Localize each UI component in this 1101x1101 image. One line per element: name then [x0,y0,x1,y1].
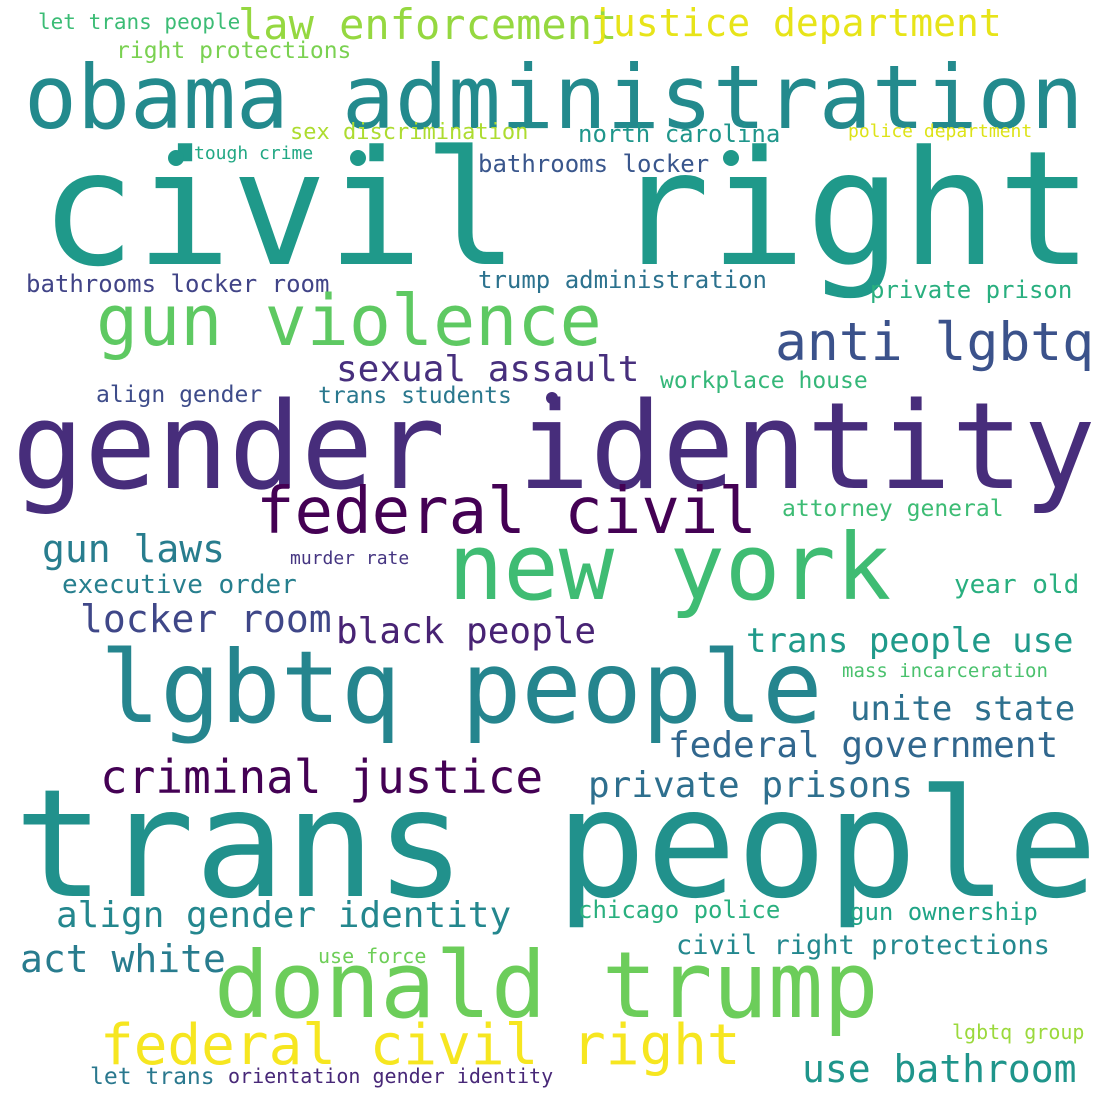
word: civil right protections [676,930,1050,961]
word: let trans people [38,10,241,34]
word: align gender identity [56,895,512,936]
word: anti lgbtq [775,312,1095,373]
word: right protections [116,38,352,64]
word: act white [20,937,226,981]
word: obama administration [24,46,1084,149]
word: federal government [668,725,1059,766]
word: gun ownership [850,898,1038,926]
dot [546,392,558,404]
word: let trans [90,1064,215,1090]
word: attorney general [782,496,1004,522]
word: year old [954,570,1080,600]
word: gun violence [96,280,602,362]
word: gender identity [12,378,1096,517]
word: federal civil right [100,1013,741,1078]
word: align gender [96,382,263,408]
word: trans people [14,758,1098,932]
word: civil right [40,117,1093,302]
word: black people [336,611,597,652]
word: orientation gender identity [228,1064,554,1088]
word: murder rate [290,548,410,569]
word: bathrooms locker [478,150,710,178]
word: north carolina [578,120,781,148]
word: mass incarceration [842,660,1048,682]
word: private prisons [588,765,914,806]
word: unite state [850,689,1076,729]
word: use force [318,944,427,968]
word: workplace house [660,368,868,394]
dot [350,150,366,166]
word: bathrooms locker room [26,270,330,298]
word: federal civil [256,475,757,549]
word: executive order [62,570,297,600]
dot [168,150,184,166]
word: trans people use [746,621,1074,661]
word: chicago police [578,896,781,924]
word: police department [848,121,1033,142]
word: trans students [318,383,512,409]
word: sex discrimination [290,120,529,145]
word: criminal justice [100,750,544,804]
word: trump administration [478,266,767,294]
word: donald trump [214,932,879,1039]
word: gun laws [42,527,226,571]
word: lgbtq people [100,629,823,746]
word: private prison [870,276,1073,304]
word: locker room [80,597,332,641]
word: law enforcement [238,0,618,49]
word: tough crime [194,143,314,164]
word: new york [448,514,892,621]
word: use bathroom [802,1047,1077,1091]
dot [723,150,739,166]
word: justice department [590,1,1002,45]
word: lgbtq group [952,1020,1085,1044]
word: sexual assault [336,349,640,390]
